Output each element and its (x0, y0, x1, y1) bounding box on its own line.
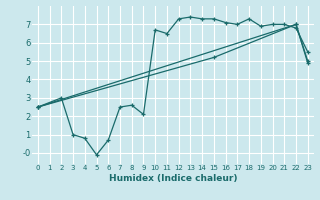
X-axis label: Humidex (Indice chaleur): Humidex (Indice chaleur) (108, 174, 237, 183)
